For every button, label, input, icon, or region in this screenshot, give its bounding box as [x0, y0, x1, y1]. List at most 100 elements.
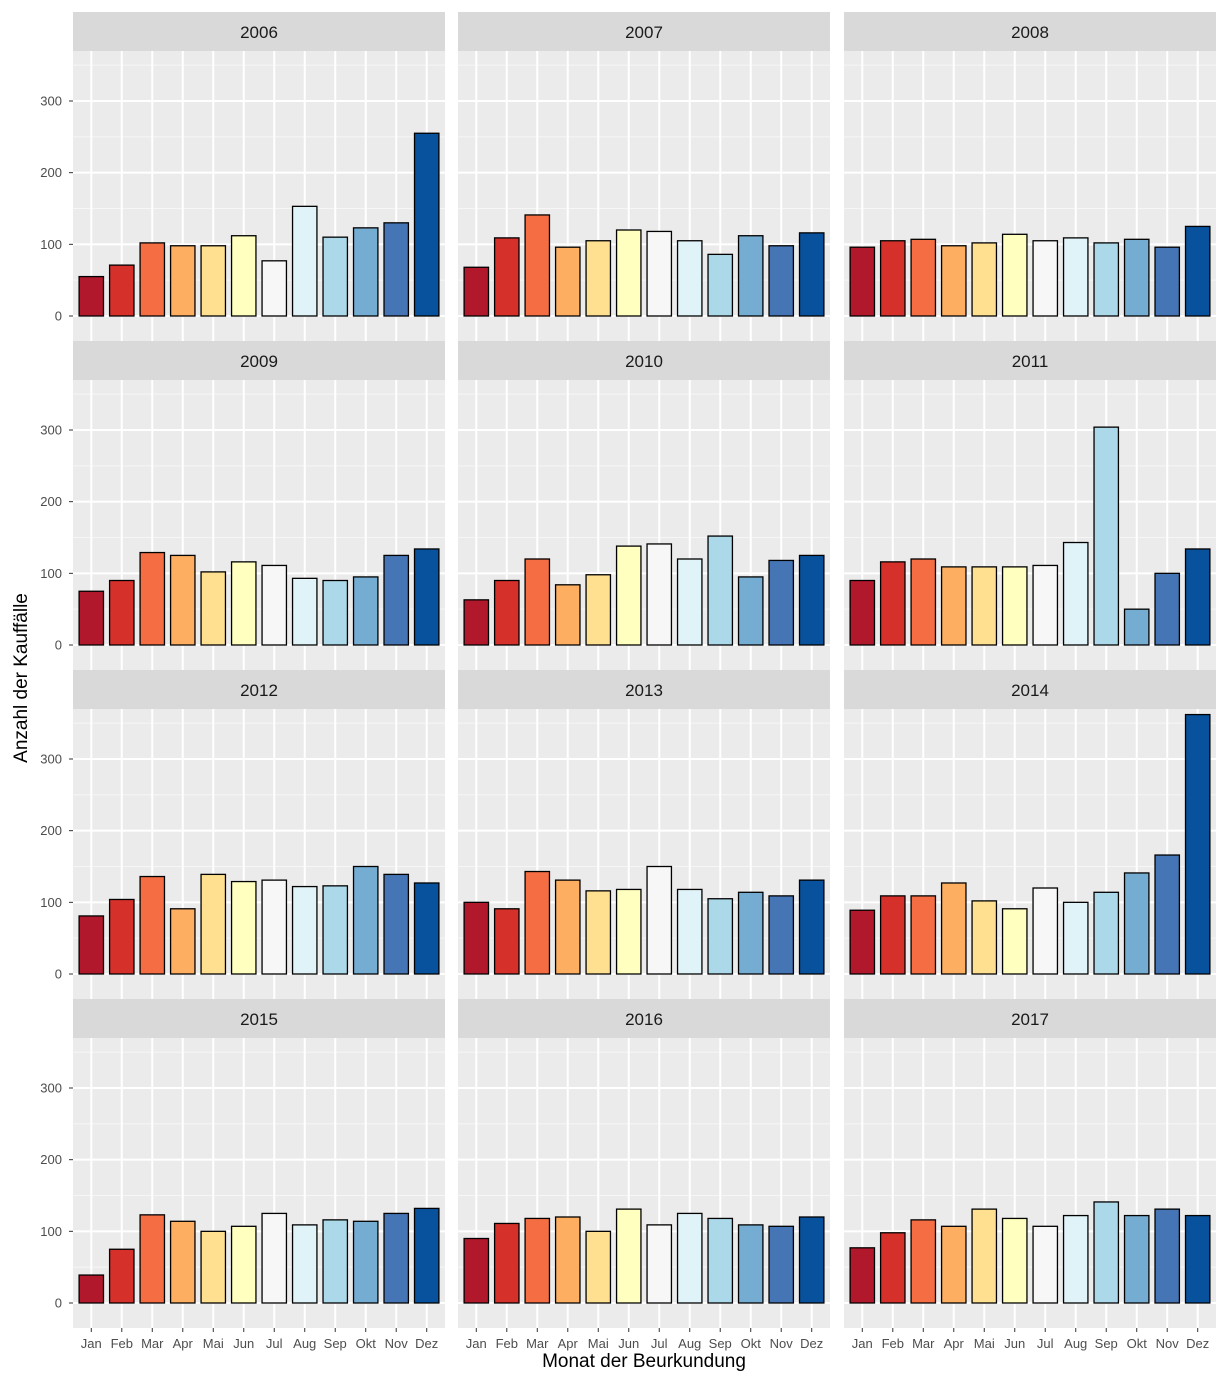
bar-2017-sep: [1093, 1201, 1120, 1304]
plot-background: [844, 709, 1216, 999]
bar-2015-okt: [352, 1220, 379, 1304]
y-tick-label: 200: [40, 823, 62, 838]
y-tick-label: 200: [40, 494, 62, 509]
bar-2015-dez: [413, 1207, 440, 1304]
facet-strip: [844, 670, 1216, 709]
bar-2009-nov: [383, 554, 410, 646]
bar-2015-aug: [291, 1224, 318, 1304]
facet-panel-2006: 2006 0 100 200 300: [40, 12, 445, 341]
bar-2013-sep: [707, 898, 734, 975]
x-tick-label: Jul: [1037, 1336, 1054, 1351]
x-tick-label: Mar: [912, 1336, 935, 1351]
bar-2011-aug: [1062, 541, 1089, 646]
bar-2008-nov: [1154, 246, 1181, 317]
bar-2014-jun: [1001, 908, 1028, 975]
facet-panel-2015: 2015 0 100 200 300 Jan Feb Mar Apr Mai Jun Jul Aug Se…: [40, 999, 445, 1351]
facet-panel-2016: 2016 Jan Feb Mar Apr Mai Jun Jul Aug Sep Okt Nov Dez: [458, 999, 830, 1351]
y-tick-label: 0: [55, 1296, 62, 1311]
bar-2010-jan: [463, 599, 490, 646]
facet-panel-2017: 2017 Jan Feb Mar Apr Mai Jun Jul Aug Sep Okt Nov Dez: [844, 999, 1216, 1351]
bar-2006-nov: [383, 222, 410, 317]
bar-2015-jun: [230, 1225, 257, 1304]
x-tick-label: Feb: [111, 1336, 133, 1351]
y-tick-label: 300: [40, 1081, 62, 1096]
facet-strip-label: 2007: [625, 23, 663, 42]
bar-2006-mai: [200, 245, 227, 317]
facet-strip: [458, 999, 830, 1038]
facet-strip-label: 2014: [1011, 681, 1049, 700]
bar-2007-dez: [798, 232, 825, 317]
bar-2006-aug: [291, 205, 318, 317]
bar-2012-jan: [78, 915, 105, 975]
bar-2009-dez: [413, 548, 440, 646]
x-tick-label: Dez: [415, 1336, 438, 1351]
facet-panels: 2006 0 100 200 300 2007 2008 2009 0 100 200 300 2010…: [40, 12, 1216, 1351]
x-tick-label: Aug: [293, 1336, 316, 1351]
facet-strip-label: 2010: [625, 352, 663, 371]
facet-panel-2012: 2012 0 100 200 300: [40, 670, 445, 999]
facet-panel-2013: 2013: [458, 670, 830, 999]
bar-2017-apr: [940, 1225, 967, 1304]
bar-2012-aug: [291, 885, 318, 975]
bar-2010-aug: [676, 558, 703, 646]
bar-2008-mar: [910, 238, 937, 317]
x-tick-label: Jan: [852, 1336, 873, 1351]
plot-background: [844, 380, 1216, 670]
facet-strip-label: 2009: [240, 352, 278, 371]
x-tick-label: Aug: [678, 1336, 701, 1351]
bar-2010-mai: [585, 574, 612, 646]
bar-2012-nov: [383, 873, 410, 975]
bar-2011-nov: [1154, 572, 1181, 646]
bar-2013-jan: [463, 901, 490, 975]
bar-2015-sep: [322, 1219, 349, 1304]
bar-2014-mai: [971, 900, 998, 975]
bar-2016-feb: [493, 1222, 520, 1304]
bar-2006-okt: [352, 227, 379, 317]
bar-2006-feb: [108, 264, 135, 317]
bar-2016-okt: [737, 1224, 764, 1304]
bar-2009-jul: [261, 564, 288, 646]
bar-2007-feb: [493, 237, 520, 317]
facet-strip-label: 2011: [1012, 352, 1049, 371]
bar-2012-jun: [230, 880, 257, 975]
bar-2013-aug: [676, 888, 703, 975]
bar-2017-jul: [1032, 1225, 1059, 1304]
bar-2009-jan: [78, 590, 105, 646]
bar-2012-mai: [200, 873, 227, 975]
bar-2012-feb: [108, 898, 135, 975]
bar-2012-jul: [261, 879, 288, 975]
plot-background: [73, 51, 445, 341]
bar-2010-dez: [798, 554, 825, 646]
bar-2007-aug: [676, 240, 703, 317]
bar-2009-jun: [230, 561, 257, 646]
bar-2014-apr: [940, 882, 967, 975]
bar-2014-nov: [1154, 854, 1181, 975]
x-tick-label: Okt: [356, 1336, 377, 1351]
x-tick-label: Mai: [974, 1336, 995, 1351]
facet-strip-label: 2006: [240, 23, 278, 42]
y-tick-label: 0: [55, 309, 62, 324]
bar-2008-feb: [879, 240, 906, 317]
bar-2010-okt: [737, 576, 764, 646]
x-tick-label: Jul: [651, 1336, 668, 1351]
bar-2008-jan: [849, 246, 876, 317]
facet-strip-label: 2015: [240, 1010, 278, 1029]
bar-2010-sep: [707, 535, 734, 646]
bar-2012-apr: [169, 908, 196, 975]
plot-background: [73, 1038, 445, 1328]
plot-background: [844, 1038, 1216, 1328]
facet-strip: [73, 999, 445, 1038]
plot-background: [458, 709, 830, 999]
bar-2014-jul: [1032, 887, 1059, 975]
bar-2008-dez: [1184, 225, 1211, 317]
bar-2016-jun: [615, 1208, 642, 1304]
bar-2007-jul: [646, 230, 673, 317]
bar-2012-okt: [352, 865, 379, 975]
y-tick-label: 200: [40, 165, 62, 180]
facet-strip: [458, 341, 830, 380]
bar-2006-jun: [230, 235, 257, 317]
bar-2008-aug: [1062, 237, 1089, 317]
bar-2017-jun: [1001, 1217, 1028, 1304]
bar-2006-jul: [261, 260, 288, 317]
